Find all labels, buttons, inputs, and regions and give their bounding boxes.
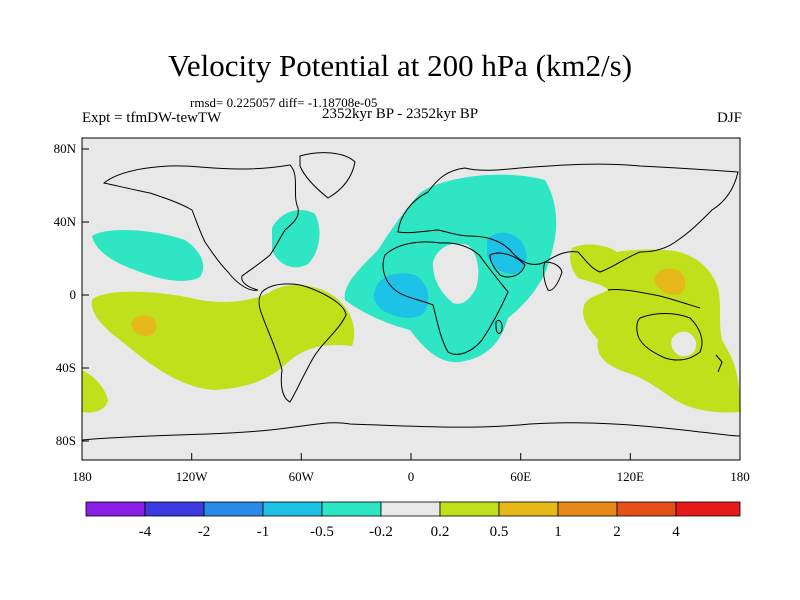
x-tick-4: 60E: [510, 453, 531, 484]
y-tick-label-4: 80S: [56, 433, 76, 448]
y-tick-4: 80S: [56, 433, 89, 448]
coastline-africa: [382, 241, 509, 355]
coastline-north-america: [102, 164, 299, 291]
colorbar-box-9: [616, 501, 677, 517]
coastline-south-america: [258, 283, 347, 403]
colorbar-label-9: 4: [672, 524, 680, 540]
colorbar-box-5: [380, 501, 441, 517]
y-tick-3: 40S: [56, 360, 89, 375]
coastline-antarctica: [82, 422, 740, 441]
negative-core-middle-east: [487, 232, 527, 275]
y-axis: 80N 40N 0 40S 80S: [54, 141, 89, 448]
neutral-hole-sahara: [432, 243, 479, 304]
negative-region-north-atlantic: [272, 210, 320, 268]
x-tick-label-2: 60W: [289, 469, 315, 484]
coastline-arabia: [489, 252, 526, 278]
y-tick-label-3: 40S: [56, 360, 76, 375]
coastline-maritime-continent: [607, 289, 701, 309]
y-tick-0: 80N: [54, 141, 89, 156]
coastline-madagascar: [495, 319, 503, 334]
colorbar-box-8: [557, 501, 618, 517]
x-tick-label-3: 0: [408, 469, 415, 484]
x-tick-1: 120W: [176, 453, 209, 484]
colorbar-box-1: [144, 501, 205, 517]
negative-region-north-pacific: [92, 230, 204, 281]
y-tick-label-1: 40N: [54, 214, 77, 229]
x-tick-5: 120E: [617, 453, 645, 484]
colorbar: -4 -2 -1 -0.5 -0.2 0.2 0.5 1 2 4: [85, 501, 741, 540]
neutral-hole-australia: [671, 331, 697, 357]
colorbar-label-2: -1: [257, 524, 270, 540]
colorbar-box-2: [203, 501, 264, 517]
colorbar-label-3: -0.5: [310, 524, 334, 540]
colorbar-box-4: [321, 501, 382, 517]
y-tick-label-2: 0: [70, 287, 77, 302]
coastline-australia: [636, 313, 703, 361]
x-axis: 180 120W 60W 0 60E 120E 180: [72, 453, 750, 484]
x-tick-2: 60W: [289, 453, 315, 484]
map-title: Velocity Potential at 200 hPa (km2/s): [167, 48, 633, 83]
season-label: DJF: [716, 110, 742, 126]
stats-label: rmsd= 0.225057 diff= -1.18708e-05: [190, 95, 378, 110]
coastline-greenland: [299, 152, 356, 199]
anomaly-shading: [82, 174, 740, 413]
colorbar-label-7: 1: [554, 524, 562, 540]
coastline-eurasia: [397, 163, 739, 273]
y-tick-1: 40N: [54, 214, 89, 229]
positive-core-south-pacific: [131, 315, 157, 336]
positive-region-south-pacific: [91, 285, 355, 390]
colorbar-label-0: -4: [139, 524, 152, 540]
colorbar-label-5: 0.2: [431, 524, 450, 540]
colorbar-label-6: 0.5: [490, 524, 509, 540]
positive-core-west-pacific: [654, 268, 686, 295]
colorbar-box-10: [675, 501, 741, 517]
x-tick-label-4: 60E: [510, 469, 531, 484]
positive-region-west-pacific: [570, 244, 740, 413]
experiment-label: Expt = tfmDW-tewTW: [82, 110, 222, 126]
coastline-india: [543, 261, 563, 291]
x-tick-label-0: 180: [72, 469, 92, 484]
x-tick-label-6: 180: [730, 469, 750, 484]
coastlines: [82, 152, 740, 441]
coastline-new-zealand: [715, 354, 723, 373]
y-tick-2: 0: [70, 287, 89, 302]
negative-core-atlantic: [373, 273, 429, 318]
colorbar-label-1: -2: [198, 524, 211, 540]
positive-region-sw-edge: [82, 370, 108, 413]
y-tick-label-0: 80N: [54, 141, 77, 156]
period-label: 2352kyr BP - 2352kyr BP: [322, 106, 479, 122]
x-tick-3: 0: [408, 453, 415, 484]
colorbar-box-3: [262, 501, 323, 517]
colorbar-box-0: [85, 501, 146, 517]
x-tick-0: 180: [72, 453, 92, 484]
x-tick-6: 180: [730, 453, 750, 484]
colorbar-box-7: [498, 501, 559, 517]
colorbar-box-6: [439, 501, 500, 517]
x-tick-label-5: 120E: [617, 469, 645, 484]
colorbar-label-8: 2: [613, 524, 621, 540]
x-tick-label-1: 120W: [176, 469, 209, 484]
colorbar-label-4: -0.2: [369, 524, 393, 540]
